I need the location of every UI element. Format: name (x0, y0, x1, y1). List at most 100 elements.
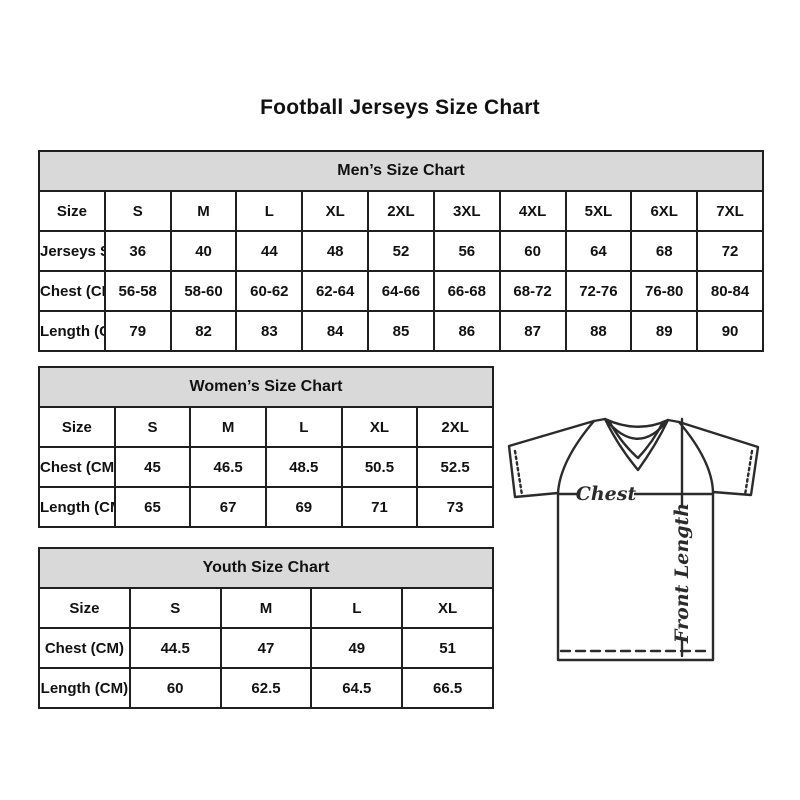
row-label: Length (CM) (38, 310, 106, 352)
womens-size-table-section: Women’s Size Chart Size S M L XL 2XL Chest (CM)… (38, 366, 494, 528)
size-cell: 44.5 (128, 627, 222, 669)
size-cell: L (235, 190, 304, 232)
row-label: Length (CM) (38, 667, 131, 709)
size-cell: 52.5 (416, 446, 494, 488)
size-cell: 86 (432, 310, 501, 352)
page-title: Football Jerseys Size Chart (260, 96, 540, 119)
table-title: Women’s Size Chart (38, 366, 494, 408)
size-cell: 46.5 (189, 446, 267, 488)
table-row: Size S M L XL 2XL (38, 406, 494, 448)
row-label: Size (38, 406, 116, 448)
row-label: Jerseys Size (38, 230, 106, 272)
row-label: Size (38, 190, 106, 232)
youth-size-table: Youth Size Chart Size S M L XL Chest (CM) 44.5 4… (38, 547, 494, 709)
table-title: Men’s Size Chart (38, 150, 764, 192)
youth-size-table-section: Youth Size Chart Size S M L XL Chest (CM) 44.5 4… (38, 547, 494, 709)
collar-v-outer (603, 417, 670, 472)
size-cell: 44 (235, 230, 304, 272)
table-row: Chest (CM)56-5858-6060-6262-6464-6666-68… (38, 270, 764, 312)
size-cell: 60-62 (235, 270, 304, 312)
size-cell: 90 (696, 310, 764, 352)
size-cell: 64 (564, 230, 633, 272)
mens-size-table: Men’s Size Chart Size S M L XL 2XL 3XL 4XL 5XL 6XL… (38, 150, 764, 352)
size-cell: 79 (103, 310, 172, 352)
table-row: Length (CM) 60 62.5 64.5 66.5 (38, 667, 494, 709)
size-cell: 80-84 (696, 270, 764, 312)
size-cell: 7XL (696, 190, 764, 232)
size-cell: 52 (367, 230, 435, 272)
size-cell: 72 (696, 230, 764, 272)
mens-size-table-section: Men’s Size Chart Size S M L XL 2XL 3XL 4XL 5XL 6XL… (38, 150, 764, 352)
front-length-label-bg (671, 508, 694, 638)
size-cell: 48 (301, 230, 370, 272)
size-cell: 65 (113, 486, 192, 528)
size-cell: 58-60 (169, 270, 238, 312)
size-cell: 62-64 (301, 270, 370, 312)
size-cell: 71 (340, 486, 419, 528)
size-cell: 49 (310, 627, 404, 669)
size-cell: 51 (401, 627, 494, 669)
size-cell: 45 (113, 446, 192, 488)
size-cell: 3XL (432, 190, 501, 232)
table-row: Size S M L XL 2XL 3XL 4XL 5XL 6XL 7XL (38, 190, 764, 232)
size-cell: 2XL (416, 406, 494, 448)
size-cell: S (113, 406, 192, 448)
size-cell: 68-72 (498, 270, 567, 312)
size-cell: 66.5 (401, 667, 494, 709)
size-cell: 68 (630, 230, 699, 272)
row-label: Chest (CM) (38, 627, 131, 669)
size-cell: 83 (235, 310, 304, 352)
size-cell: S (103, 190, 172, 232)
size-cell: 89 (630, 310, 699, 352)
row-label: Size (38, 587, 131, 629)
womens-size-table: Women’s Size Chart Size S M L XL 2XL Chest (CM)… (38, 366, 494, 528)
size-cell: 56 (432, 230, 501, 272)
collar-v-inner (607, 419, 665, 460)
right-cuff-stitch-line (743, 449, 754, 497)
left-cuff-stitch-line (513, 449, 524, 497)
table-row: Chest (CM) 45 46.5 48.5 50.5 52.5 (38, 446, 494, 488)
size-cell: 60 (498, 230, 567, 272)
size-cell: XL (401, 587, 494, 629)
size-cell: XL (340, 406, 419, 448)
size-cell: 62.5 (219, 667, 313, 709)
size-cell: M (219, 587, 313, 629)
size-cell: L (264, 406, 343, 448)
row-label: Chest (CM) (38, 446, 116, 488)
table-row: Chest (CM) 44.5 47 49 51 (38, 627, 494, 669)
row-label: Length (CM) (38, 486, 116, 528)
size-cell: 85 (367, 310, 435, 352)
size-cell: 40 (169, 230, 238, 272)
size-cell: 84 (301, 310, 370, 352)
size-cell: 76-80 (630, 270, 699, 312)
size-cell: XL (301, 190, 370, 232)
size-cell: 2XL (367, 190, 435, 232)
size-cell: 73 (416, 486, 494, 528)
chest-label-bg (579, 482, 634, 505)
left-sleeve-seam (556, 419, 596, 495)
size-cell: 66-68 (432, 270, 501, 312)
size-cell: 88 (564, 310, 633, 352)
jersey-measurement-diagram: Chest Front Length (498, 403, 776, 671)
front-length-label: Front Length (671, 503, 693, 644)
size-cell: 64-66 (367, 270, 435, 312)
size-cell: 50.5 (340, 446, 419, 488)
size-cell: 6XL (630, 190, 699, 232)
size-cell: 4XL (498, 190, 567, 232)
size-cell: M (189, 406, 267, 448)
size-cell: 47 (219, 627, 313, 669)
size-cell: 87 (498, 310, 567, 352)
size-cell: 69 (264, 486, 343, 528)
size-cell: L (310, 587, 404, 629)
chest-label: Chest (576, 483, 637, 505)
size-cell: 64.5 (310, 667, 404, 709)
right-sleeve-seam (677, 420, 715, 494)
size-cell: 82 (169, 310, 238, 352)
size-cell: M (169, 190, 238, 232)
size-cell: 60 (128, 667, 222, 709)
row-label: Chest (CM) (38, 270, 106, 312)
jersey-diagram-svg: Chest Front Length (507, 417, 760, 662)
size-cell: 56-58 (103, 270, 172, 312)
size-cell: S (128, 587, 222, 629)
